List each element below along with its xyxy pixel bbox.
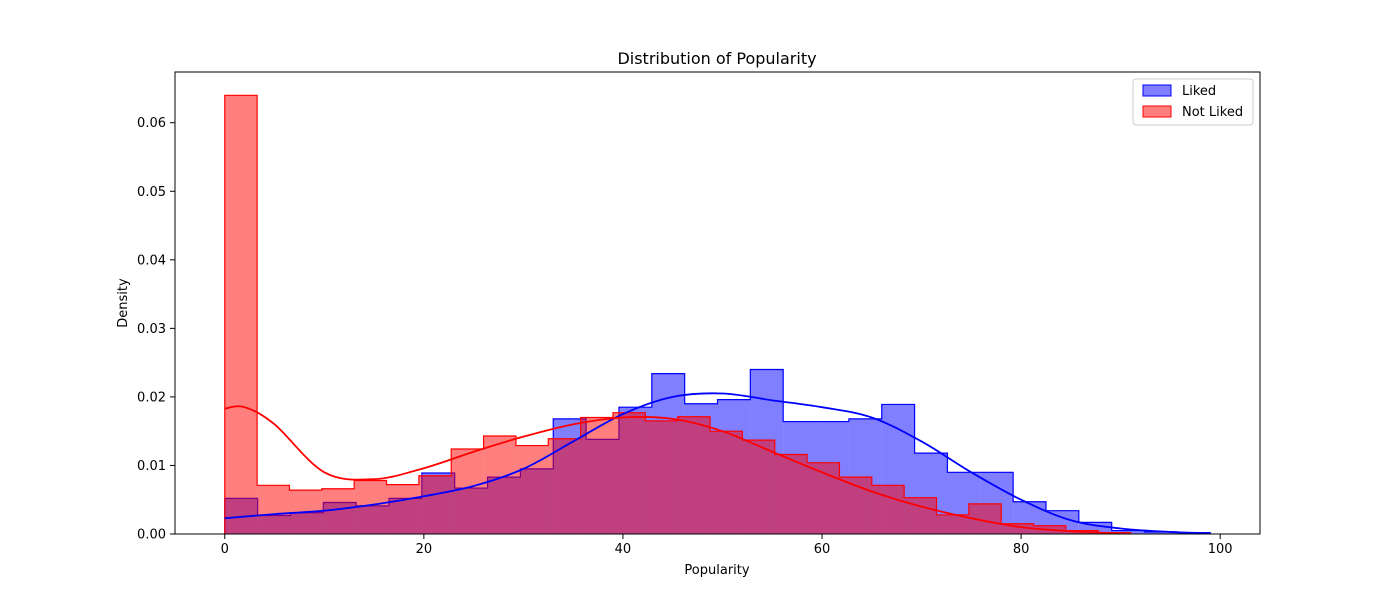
- legend: Liked Not Liked: [1132, 78, 1254, 126]
- bar-not-liked-9: [515, 445, 549, 534]
- y-axis-label: Density: [116, 278, 131, 328]
- axes-frame: [174, 71, 1261, 535]
- x-axis-label: Popularity: [684, 563, 749, 578]
- x-tick-label-20: 20: [416, 542, 433, 557]
- y-tick-label-4: 0.04: [137, 253, 166, 268]
- chart-title: Distribution of Popularity: [617, 49, 816, 68]
- kde-layer: [224, 392, 1211, 535]
- bar-not-liked-15: [710, 431, 743, 534]
- bar-not-liked-1: [257, 485, 290, 534]
- bar-not-liked-3: [321, 488, 355, 534]
- y-axis-ticks: 0.00 0.01 0.02 0.03 0.04 0.05 0.06: [137, 116, 175, 543]
- bar-not-liked-5: [386, 484, 419, 534]
- x-tick-label-60: 60: [814, 542, 831, 557]
- y-tick-label-1: 0.01: [137, 459, 166, 474]
- bar-not-liked-11: [580, 417, 613, 534]
- bar-not-liked-24: [1001, 523, 1034, 534]
- bar-not-liked-8: [483, 435, 516, 534]
- bar-not-liked-18: [807, 462, 840, 534]
- y-tick-label-3: 0.03: [137, 322, 166, 337]
- x-tick-label-100: 100: [1208, 542, 1233, 557]
- legend-label-liked: Liked: [1182, 84, 1216, 99]
- y-tick-label-2: 0.02: [137, 390, 166, 405]
- x-tick-label-80: 80: [1013, 542, 1030, 557]
- bars-layer: [224, 94, 1211, 535]
- kde-line-not-liked: [224, 405, 1121, 535]
- y-tick-label-6: 0.06: [137, 116, 166, 131]
- x-tick-label-0: 0: [221, 542, 229, 557]
- bar-not-liked-6: [418, 475, 452, 534]
- legend-label-not-liked: Not Liked: [1182, 105, 1243, 120]
- bar-not-liked-7: [451, 449, 484, 534]
- bar-not-liked-17: [774, 454, 808, 534]
- legend-swatch-not-liked: [1142, 105, 1172, 118]
- bar-not-liked-0: [224, 95, 258, 535]
- bar-not-liked-13: [645, 420, 678, 534]
- bar-not-liked-22: [936, 514, 969, 534]
- bar-liked-28: [1144, 531, 1178, 534]
- bar-not-liked-16: [742, 440, 775, 534]
- legend-swatch-liked: [1142, 84, 1172, 97]
- x-axis-ticks: 0 20 40 60 80 100: [221, 534, 1233, 557]
- plot-area: [174, 71, 1261, 535]
- kde-line-liked: [224, 392, 1211, 535]
- y-tick-label-5: 0.05: [137, 185, 166, 200]
- bar-liked-26: [1078, 522, 1112, 534]
- bar-not-liked-10: [548, 438, 581, 534]
- series-not-liked-bars: [224, 94, 1132, 535]
- bar-not-liked-12: [612, 412, 646, 534]
- x-tick-label-40: 40: [615, 542, 632, 557]
- y-tick-label-0: 0.00: [137, 528, 166, 543]
- bar-not-liked-14: [677, 416, 711, 534]
- bar-not-liked-19: [839, 477, 872, 534]
